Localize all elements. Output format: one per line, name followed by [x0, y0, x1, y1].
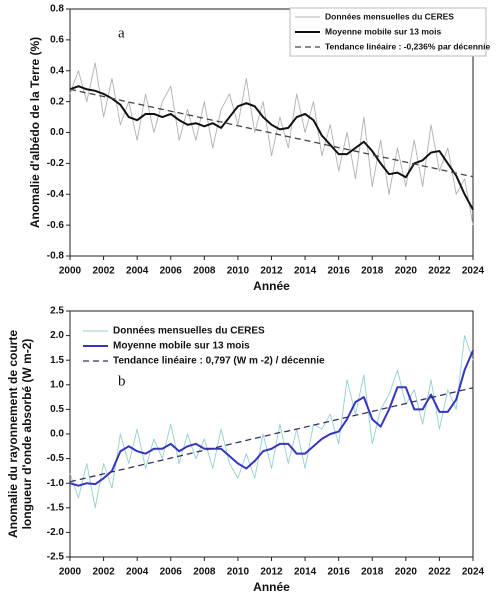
- y-tick-label: -0.2: [47, 158, 65, 169]
- x-tick-label: 2006: [160, 266, 183, 277]
- data-line: [69, 85, 474, 211]
- y-tick-label: 2.0: [50, 330, 64, 341]
- x-axis-label: Année: [253, 580, 290, 594]
- y-tick-label: 0.5: [50, 404, 64, 415]
- data-line: [69, 387, 474, 483]
- legend-box: [289, 7, 487, 57]
- x-tick-label: 2012: [260, 567, 283, 578]
- y-tick-label: -0.5: [47, 453, 65, 464]
- y-tick-label: -0.6: [47, 220, 65, 231]
- y-tick-label: 1.0: [50, 379, 64, 390]
- x-tick-label: 2022: [428, 266, 451, 277]
- x-tick-label: 2024: [462, 266, 485, 277]
- x-tick-label: 2014: [294, 266, 317, 277]
- y-tick-label: 0.0: [50, 429, 64, 440]
- legend-label: Tendance linéaire : 0,797 (W m -2) / déc…: [113, 356, 325, 367]
- annotation: b: [118, 373, 126, 389]
- x-tick-label: 2000: [59, 567, 82, 578]
- x-tick-label: 2002: [92, 567, 115, 578]
- legend-label: Données mensuelles du CERES: [325, 11, 454, 21]
- y-tick-label: 2.5: [50, 306, 64, 317]
- y-tick-label: -0.8: [47, 251, 65, 262]
- x-tick-label: 2004: [126, 266, 149, 277]
- y-tick-label: 0.0: [50, 127, 64, 138]
- y-axis-label: Anomalie d'albédo de la Terre (%): [28, 37, 42, 228]
- x-tick-label: 2016: [328, 567, 351, 578]
- x-tick-label: 2002: [92, 266, 115, 277]
- x-tick-label: 2010: [227, 567, 250, 578]
- legend-label: Données mensuelles du CERES: [113, 326, 265, 337]
- y-tick-label: -2.0: [47, 527, 65, 538]
- x-tick-label: 2014: [294, 567, 317, 578]
- x-tick-label: 2016: [328, 266, 351, 277]
- y-tick-label: 1.5: [50, 355, 64, 366]
- legend-label: Moyenne mobile sur 13 mois: [325, 26, 441, 36]
- y-axis-label: Anomalie du rayonnement de courte: [6, 330, 20, 538]
- y-tick-label: -1.0: [47, 478, 65, 489]
- x-tick-label: 2004: [126, 567, 149, 578]
- x-tick-label: 2000: [59, 266, 82, 277]
- y-tick-label: 0.8: [50, 4, 64, 15]
- x-tick-label: 2006: [160, 567, 183, 578]
- y-tick-label: -0.4: [47, 189, 65, 200]
- annotation: a: [118, 25, 125, 41]
- data-line: [69, 88, 474, 178]
- x-axis-label: Année: [253, 279, 290, 293]
- y-tick-label: 0.6: [50, 35, 64, 46]
- x-tick-label: 2020: [395, 266, 418, 277]
- x-tick-label: 2018: [361, 567, 384, 578]
- data-line: [69, 62, 474, 226]
- x-tick-label: 2022: [428, 567, 451, 578]
- data-line: [69, 335, 474, 509]
- y-tick-label: 0.4: [50, 65, 64, 76]
- x-tick-label: 2008: [193, 266, 216, 277]
- y-axis-label: longueur d'onde absorbé (W m-2): [20, 339, 34, 530]
- x-tick-label: 2018: [361, 266, 384, 277]
- y-tick-label: -1.5: [47, 502, 65, 513]
- x-tick-label: 2024: [462, 567, 485, 578]
- x-tick-label: 2020: [395, 567, 418, 578]
- y-tick-label: 0.2: [50, 96, 64, 107]
- y-tick-label: -2.5: [47, 552, 65, 563]
- data-line: [69, 349, 474, 487]
- x-tick-label: 2008: [193, 567, 216, 578]
- x-tick-label: 2012: [260, 266, 283, 277]
- legend-label: Moyenne mobile sur 13 mois: [113, 341, 250, 352]
- x-tick-label: 2010: [227, 266, 250, 277]
- legend-label: Tendance linéaire : -0,236% par décennie: [325, 41, 490, 51]
